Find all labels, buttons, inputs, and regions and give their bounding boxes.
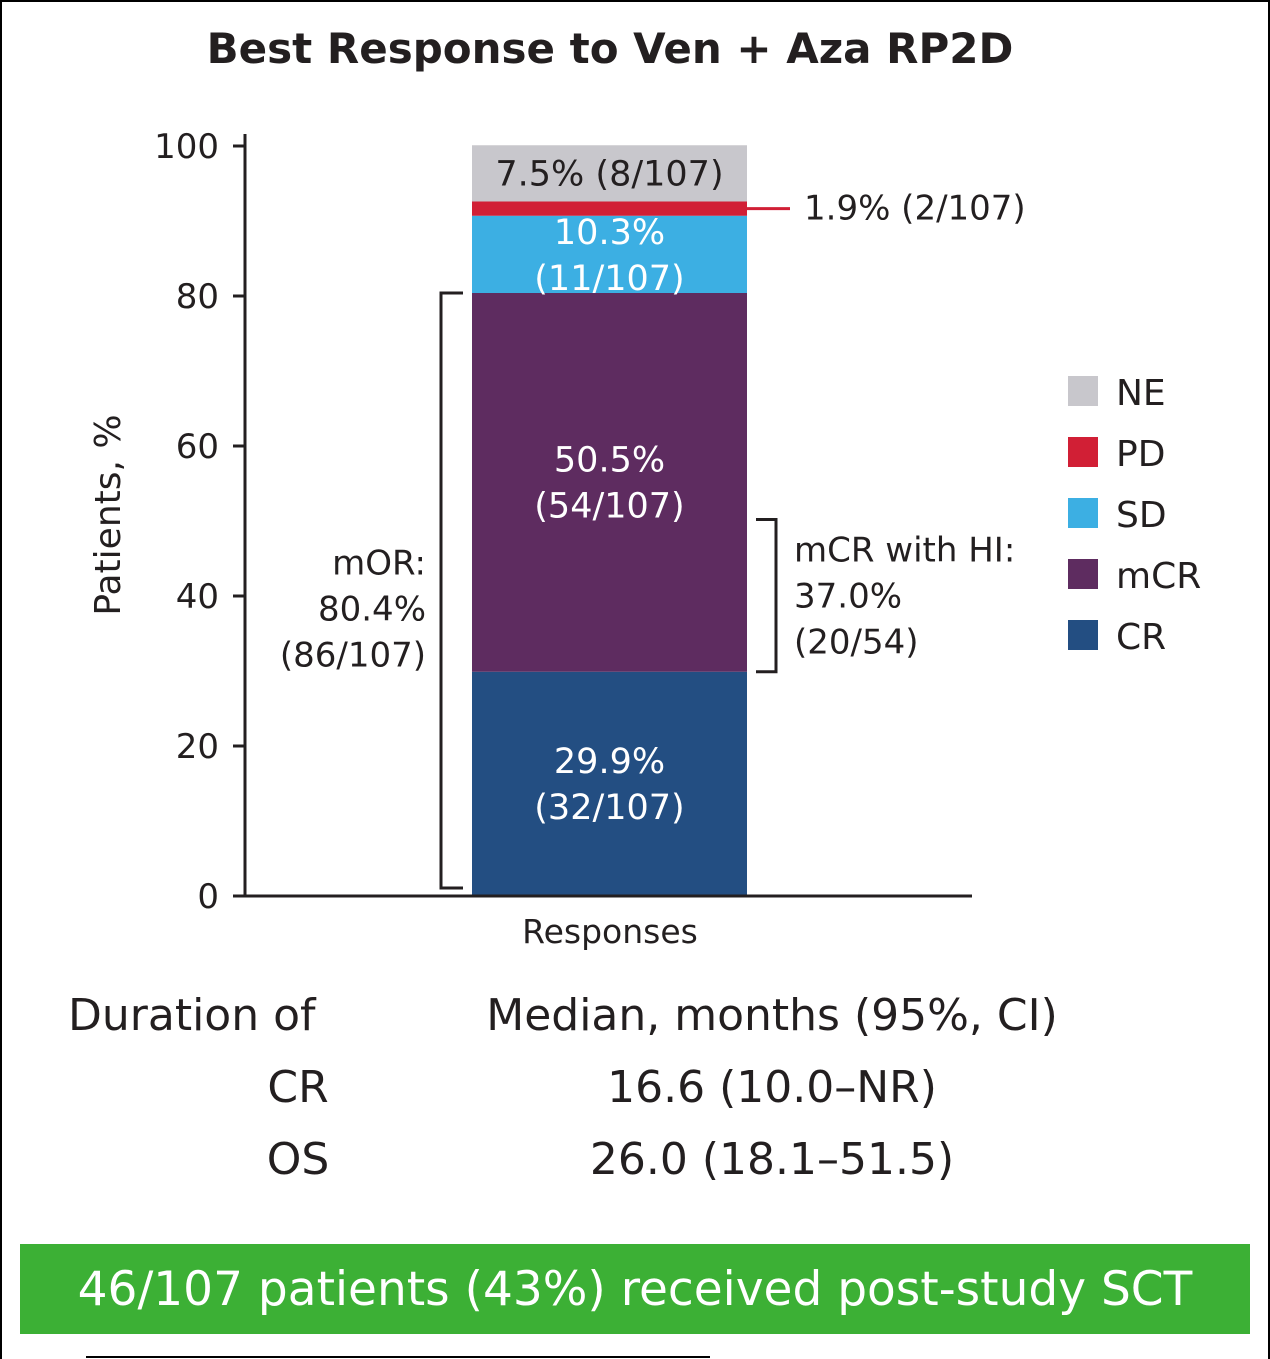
duration-header-right: Median, months (95%, CI) [486,990,1058,1041]
y-tick-label: 20 [176,727,219,767]
legend-label-pd: PD [1116,434,1165,475]
y-tick-label: 60 [176,427,219,467]
sct-banner-text: 46/107 patients (43%) received post-stud… [77,1261,1193,1317]
legend-swatch-mcr [1068,559,1098,589]
bar-label-cr: (32/107) [534,788,684,828]
bar-label-mcr: (54/107) [534,486,684,526]
duration-header-left: Duration of [68,990,316,1041]
bar-segment-ne [472,145,747,202]
duration-row-value: 26.0 (18.1–51.5) [589,1134,955,1185]
y-axis-label: Patients, % [88,414,129,615]
duration-row-label: OS [266,1134,330,1185]
mcr-hi-annotation-text: (20/54) [794,623,919,663]
legend-label-ne: NE [1116,373,1166,414]
y-tick-label: 0 [197,877,219,917]
y-tick-label: 100 [154,127,219,167]
chart-title: Best Response to Ven + Aza RP2D [207,24,1014,73]
bar-segment-mcr [472,293,747,672]
bar-segment-sd [472,215,747,293]
mor-bracket [439,291,463,890]
response-chart: Best Response to Ven + Aza RP2D Patients… [88,24,1201,951]
x-axis-label: Responses [522,912,698,951]
bottom-rule [86,1356,710,1358]
left-border [0,0,2,1359]
bar-label-pd: 1.9% (2/107) [804,189,1026,229]
right-border [1268,0,1270,1359]
y-tick-label: 80 [176,277,219,317]
mcr-hi-annotation-text: 37.0% [794,577,902,617]
bar-segment-pd [472,201,747,216]
top-border [0,0,1270,2]
bar-label-mcr: 50.5% [554,440,665,480]
legend-swatch-cr [1068,620,1098,650]
bar-label-cr: 29.9% [554,742,665,782]
mcr-hi-bracket [756,518,778,674]
sct-banner: 46/107 patients (43%) received post-stud… [20,1244,1250,1334]
legend-swatch-sd [1068,498,1098,528]
bar-label-sd: (11/107) [534,259,684,299]
legend-swatch-ne [1068,376,1098,406]
mcr-hi-annotation-text: mCR with HI: [794,531,1015,571]
legend-label-cr: CR [1116,617,1166,658]
bar-segment-cr [472,671,747,896]
legend-label-mcr: mCR [1116,556,1201,597]
y-tick-label: 40 [176,577,219,617]
mor-annotation-text: (86/107) [280,636,426,676]
bar-label-ne: 7.5% (8/107) [495,154,723,194]
duration-row-label: CR [267,1062,329,1113]
mor-annotation-text: mOR: [332,544,426,584]
bar-label-sd: 10.3% [554,213,665,253]
mor-annotation-text: 80.4% [318,590,426,630]
legend-label-sd: SD [1116,495,1167,536]
duration-row-value: 16.6 (10.0–NR) [607,1062,937,1113]
legend-swatch-pd [1068,437,1098,467]
